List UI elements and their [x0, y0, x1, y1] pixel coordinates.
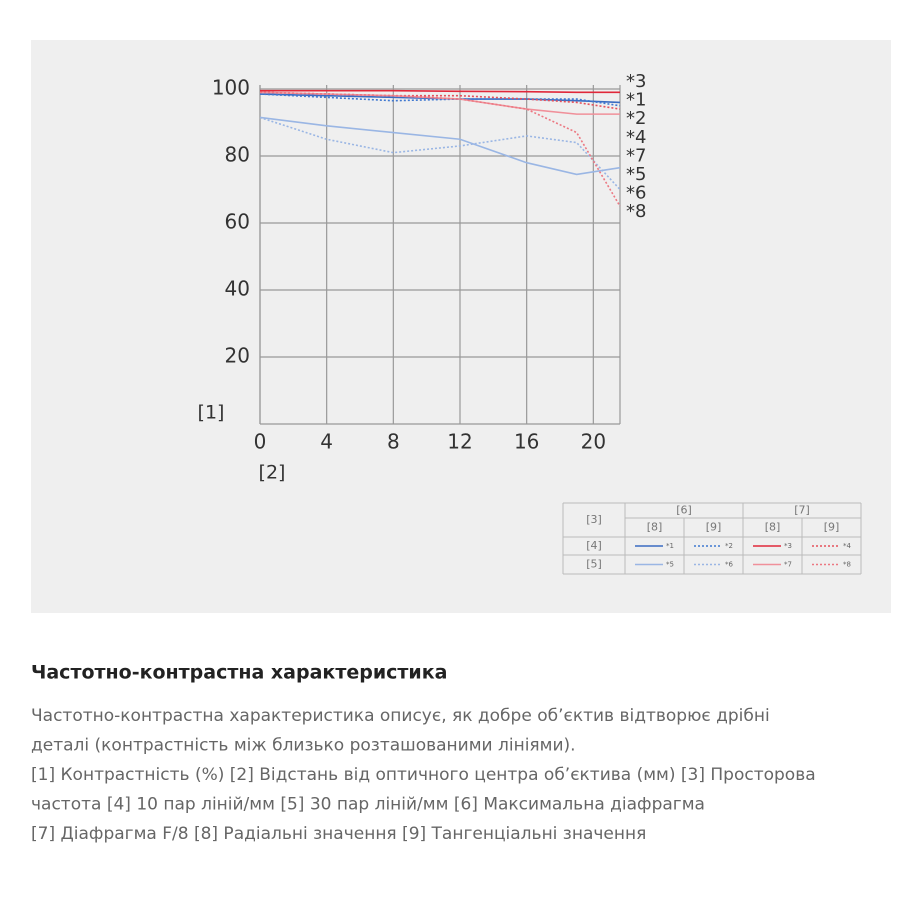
x-tick-label: 20	[581, 430, 606, 454]
x-tick-label: 12	[447, 430, 472, 454]
description-line: деталі (контрастність між близько розташ…	[31, 736, 576, 756]
series-end-label: *4	[626, 127, 646, 148]
series-line	[260, 89, 620, 94]
y-tick-label: 40	[225, 277, 250, 301]
series-line	[259, 91, 621, 207]
x-axis-label: [2]	[259, 462, 286, 484]
description-line: Частотно-контрастна характеристика опису…	[31, 706, 770, 726]
legend-table-text: [6]	[676, 504, 692, 517]
series-end-label: *8	[626, 201, 646, 222]
legend-table-text: [9]	[706, 521, 722, 534]
x-tick-label: 4	[320, 430, 333, 454]
legend-label: *3	[784, 542, 792, 550]
series-line	[259, 116, 621, 191]
y-tick-label: 60	[225, 210, 250, 234]
legend-table-text: [7]	[794, 504, 810, 517]
legend-label: *8	[843, 561, 851, 569]
series-end-label: *2	[626, 108, 646, 129]
legend-label: *1	[666, 542, 674, 550]
description-line: [7] Діафрагма F/8 [8] Радіальні значення…	[31, 824, 646, 844]
chart-panel	[31, 40, 891, 613]
series-end-label: *3	[626, 71, 646, 92]
description-line: [1] Контрастність (%) [2] Відстань від о…	[31, 765, 816, 785]
legend-label: *7	[784, 561, 792, 569]
legend-label: *2	[725, 542, 733, 550]
y-axis-label: [1]	[198, 402, 225, 424]
legend-table-text: [4]	[586, 539, 602, 552]
legend-label: *4	[843, 542, 852, 550]
x-tick-label: 16	[514, 430, 539, 454]
series-line	[259, 91, 621, 110]
series-end-label: *5	[626, 164, 646, 185]
x-tick-label: 8	[387, 430, 400, 454]
y-tick-label: 80	[225, 143, 250, 167]
legend-table-text: [9]	[824, 521, 840, 534]
legend-table-text: [8]	[765, 521, 781, 534]
series-end-label: *7	[626, 145, 646, 166]
legend-table-text: [8]	[647, 521, 663, 534]
legend-table-text: [3]	[586, 513, 602, 526]
legend-label: *6	[725, 561, 734, 569]
heading: Частотно-контрастна характеристика	[31, 662, 447, 684]
series-line	[259, 116, 621, 176]
series-end-label: *1	[626, 90, 646, 111]
series-end-label: *6	[626, 183, 646, 204]
legend-table-text: [5]	[586, 558, 602, 571]
x-tick-label: 0	[254, 430, 267, 454]
legend-label: *5	[666, 561, 674, 569]
y-tick-label: 100	[212, 76, 250, 100]
y-tick-label: 20	[225, 344, 250, 368]
description-line: частота [4] 10 пар ліній/мм [5] 30 пар л…	[31, 795, 705, 815]
